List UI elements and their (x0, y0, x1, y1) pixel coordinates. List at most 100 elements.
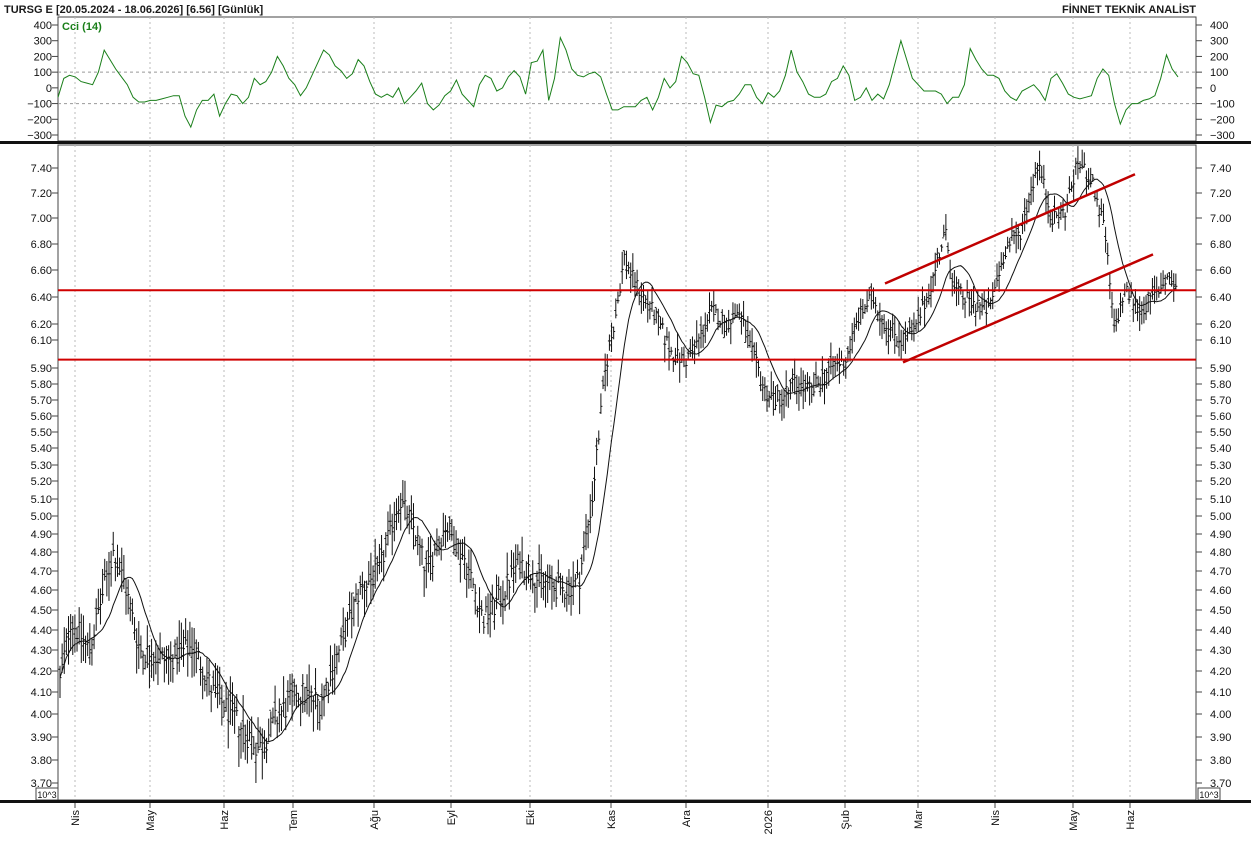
month-axis: Nis May Haz Tem Ağu Eyl Eki Kas Ara 2026 Şub Mar Nis… (70, 803, 1137, 834)
price-tick-left: 3.90 (31, 732, 52, 744)
month-label: Haz (1125, 810, 1137, 830)
price-tick-left: 5.90 (31, 363, 52, 375)
price-tick-left: 5.30 (31, 460, 52, 472)
month-label: Nis (70, 810, 82, 826)
price-tick-left: 6.80 (31, 239, 52, 251)
price-tick-left: 5.60 (31, 411, 52, 423)
cci-tick-right: −200 (1210, 114, 1235, 126)
price-tick-left: 5.50 (31, 427, 52, 439)
unit-label-left: 10^3 (35, 787, 59, 801)
price-tick-right: 5.30 (1210, 460, 1231, 472)
price-tick-right: 5.80 (1210, 379, 1231, 391)
price-tick-right: 5.60 (1210, 411, 1231, 423)
price-tick-left: 4.90 (31, 529, 52, 541)
cci-tick-right: −100 (1210, 99, 1235, 111)
price-tick-right: 6.10 (1210, 335, 1231, 347)
month-label: Haz (219, 810, 231, 830)
cci-tick-right: 200 (1210, 51, 1228, 63)
price-tick-right: 5.90 (1210, 363, 1231, 375)
price-tick-right: 4.80 (1210, 547, 1231, 559)
month-label: Ağu (369, 810, 381, 830)
month-label: 2026 (763, 810, 775, 834)
channel-lower-line (902, 253, 1154, 364)
price-tick-right: 3.90 (1210, 732, 1231, 744)
price-tick-left: 4.50 (31, 605, 52, 617)
month-label: Kas (606, 810, 618, 829)
cci-tick-right: 0 (1210, 83, 1216, 95)
price-tick-left: 4.10 (31, 687, 52, 699)
support-resistance-lines (58, 289, 1196, 361)
unit-text-left: 10^3 (37, 790, 56, 800)
cci-axis: 400 400 300 300 200 200 100 100 0 0 −100 −100 −200 −2… (27, 20, 1235, 142)
price-tick-left: 3.80 (31, 755, 52, 767)
cci-tick-right: 400 (1210, 20, 1228, 32)
price-tick-right: 4.70 (1210, 566, 1231, 578)
month-label: Eki (525, 810, 537, 825)
cci-tick-left: 400 (34, 20, 52, 32)
cci-label: Cci (14) (62, 21, 102, 33)
price-tick-right: 4.40 (1210, 625, 1231, 637)
price-tick-left: 6.10 (31, 335, 52, 347)
ohlc-bars (58, 146, 1178, 783)
price-tick-right: 5.00 (1210, 511, 1231, 523)
price-panel: 7.40 7.40 7.20 7.20 7.00 7.00 6.80 6.80 6.60 6.60… (31, 144, 1232, 801)
cci-line (57, 35, 1179, 129)
cci-reference-lines (58, 71, 1196, 105)
price-tick-left: 5.80 (31, 379, 52, 391)
price-tick-left: 5.20 (31, 476, 52, 488)
month-label: Nis (990, 810, 1002, 826)
price-tick-left: 4.20 (31, 666, 52, 678)
brand-label: FİNNET TEKNİK ANALİST (1062, 3, 1196, 16)
month-label: Eyl (446, 810, 458, 825)
cci-gridlines (74, 17, 1131, 141)
price-tick-right: 6.40 (1210, 292, 1231, 304)
price-gridlines (74, 145, 1131, 800)
price-tick-right: 7.40 (1210, 163, 1231, 175)
price-tick-left: 4.40 (31, 625, 52, 637)
cci-panel: 400 400 300 300 200 200 100 100 0 0 −100 −100 −200 −2… (27, 16, 1235, 142)
channel-upper-line (884, 173, 1136, 285)
cci-tick-left: 300 (34, 36, 52, 48)
price-tick-left: 6.60 (31, 265, 52, 277)
cci-tick-left: 0 (46, 83, 52, 95)
cci-tick-left: −100 (27, 99, 52, 111)
price-tick-right: 6.80 (1210, 239, 1231, 251)
cci-tick-left: −300 (27, 130, 52, 142)
cci-tick-left: −200 (27, 114, 52, 126)
price-tick-left: 4.00 (31, 709, 52, 721)
month-label: Tem (288, 810, 300, 831)
month-label: Ara (681, 809, 693, 827)
price-tick-right: 4.90 (1210, 529, 1231, 541)
price-tick-right: 6.20 (1210, 319, 1231, 331)
price-axis: 7.40 7.40 7.20 7.20 7.00 7.00 6.80 6.80 6.60 6.60… (31, 163, 1232, 790)
price-tick-left: 7.00 (31, 213, 52, 225)
cci-tick-left: 100 (34, 67, 52, 79)
month-label: May (1068, 810, 1080, 831)
price-tick-right: 3.70 (1210, 778, 1231, 790)
price-tick-left: 5.00 (31, 511, 52, 523)
price-tick-right: 4.20 (1210, 666, 1231, 678)
price-tick-right: 4.10 (1210, 687, 1231, 699)
panel-separator (0, 141, 1251, 144)
price-tick-left: 4.30 (31, 645, 52, 657)
price-tick-left: 7.40 (31, 163, 52, 175)
price-tick-right: 5.50 (1210, 427, 1231, 439)
moving-average-line (59, 178, 1177, 743)
price-tick-right: 7.00 (1210, 213, 1231, 225)
price-tick-left: 4.60 (31, 585, 52, 597)
price-tick-left: 4.70 (31, 566, 52, 578)
price-tick-right: 4.50 (1210, 605, 1231, 617)
cci-tick-left: 200 (34, 51, 52, 63)
trend-channel (884, 173, 1154, 364)
bottom-separator (0, 800, 1251, 803)
month-label: Şub (840, 810, 852, 830)
price-tick-left: 6.40 (31, 292, 52, 304)
price-tick-left: 3.70 (31, 778, 52, 790)
price-tick-left: 5.10 (31, 494, 52, 506)
price-tick-right: 3.80 (1210, 755, 1231, 767)
price-tick-left: 7.20 (31, 188, 52, 200)
month-label: Mar (913, 810, 925, 829)
price-tick-right: 6.60 (1210, 265, 1231, 277)
price-tick-right: 4.60 (1210, 585, 1231, 597)
